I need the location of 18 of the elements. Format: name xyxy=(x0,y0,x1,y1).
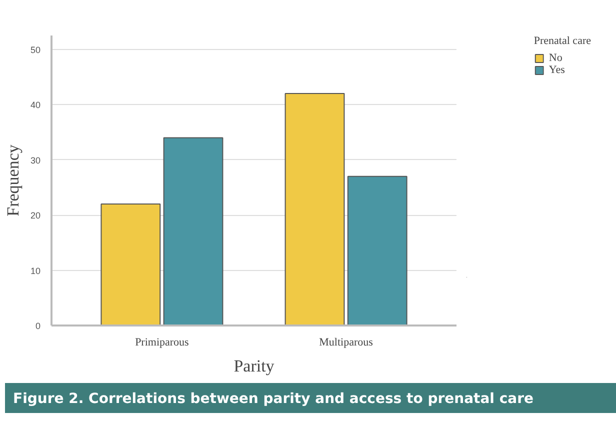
bar xyxy=(163,137,224,326)
x-tick-label: Multiparous xyxy=(319,336,373,348)
y-tick-label: 50 xyxy=(30,44,41,55)
y-tick-label: 40 xyxy=(30,100,41,110)
bar xyxy=(100,203,161,326)
bar xyxy=(284,93,345,326)
x-axis-title: Parity xyxy=(234,356,275,376)
y-tick-label: 20 xyxy=(30,210,41,221)
y-tick-label: 30 xyxy=(30,155,41,166)
y-axis-title: Frequency xyxy=(3,144,22,216)
legend-title: Prenatal care xyxy=(534,35,591,47)
caption: Figure 2. Correlations between parity and access to prenatal care xyxy=(13,390,534,409)
bar xyxy=(347,176,408,326)
legend-label: Yes xyxy=(548,64,566,76)
x-tick-label: Primiparous xyxy=(135,336,189,348)
y-tick-label: 0 xyxy=(35,321,41,331)
y-tick-label: 10 xyxy=(30,266,41,276)
legend-label: No xyxy=(548,52,564,64)
